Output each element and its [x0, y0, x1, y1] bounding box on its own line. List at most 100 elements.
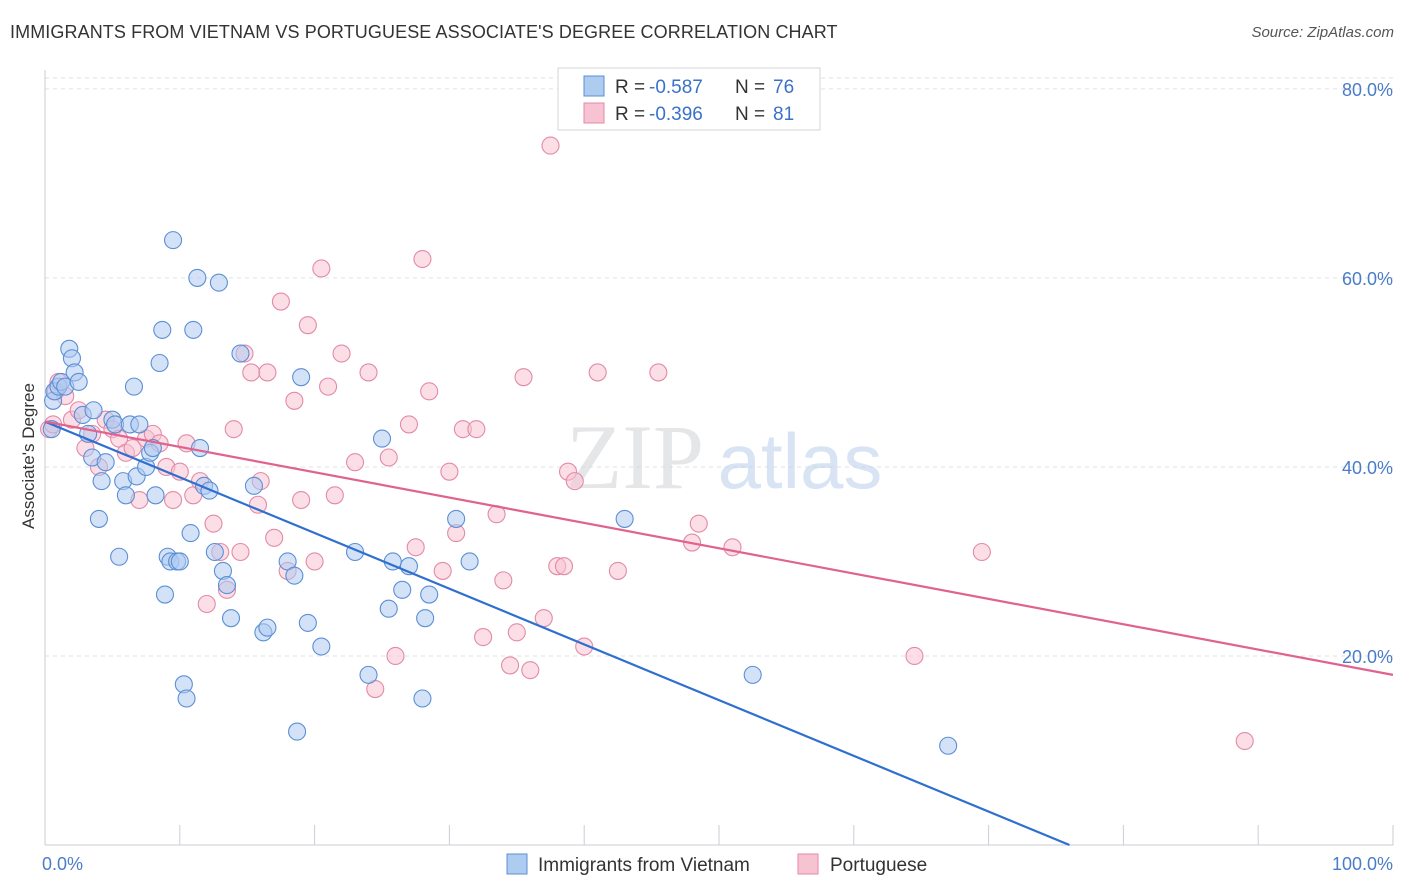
- portuguese-point-36: [265, 528, 284, 547]
- vietnam-point-72: [460, 552, 479, 571]
- vietnam-trendline: [44, 420, 1070, 847]
- portuguese-point-52: [399, 415, 419, 434]
- portuguese-point-73: [565, 472, 584, 491]
- vietnam-point-9: [69, 372, 88, 391]
- bottom-legend-swatch-vietnam: [506, 853, 528, 875]
- portuguese-point-57: [440, 462, 459, 481]
- vietnam-point-60: [312, 637, 331, 656]
- vietnam-point-40: [181, 524, 200, 543]
- portuguese-point-64: [501, 656, 520, 675]
- vietnam-point-39: [177, 689, 196, 708]
- legend-n-label-vietnam: N =: [735, 77, 765, 98]
- legend-r-value-portuguese: -0.396: [649, 104, 703, 125]
- vietnam-point-71: [447, 509, 466, 528]
- vietnam-point-68: [413, 689, 432, 708]
- portuguese-point-81: [905, 646, 924, 666]
- vietnam-point-43: [190, 438, 210, 458]
- series-vietnam: [42, 231, 958, 755]
- vietnam-point-32: [155, 585, 175, 604]
- portuguese-point-14: [123, 438, 142, 458]
- portuguese-point-30: [231, 542, 250, 562]
- vietnam-point-58: [292, 368, 311, 387]
- bottom-legend-label-portuguese: Portuguese: [830, 855, 927, 876]
- vietnam-point-66: [393, 580, 412, 599]
- vietnam-point-63: [372, 429, 392, 448]
- portuguese-point-75: [588, 363, 607, 382]
- vietnam-point-62: [359, 665, 378, 684]
- vietnam-point-19: [110, 547, 129, 566]
- y-tick-label-2: 60.0%: [1342, 269, 1393, 289]
- vietnam-point-42: [188, 268, 207, 287]
- portuguese-point-55: [420, 382, 439, 401]
- vietnam-point-74: [743, 665, 762, 684]
- vietnam-point-57: [288, 722, 307, 741]
- portuguese-point-44: [319, 377, 338, 396]
- vietnam-point-37: [170, 552, 189, 571]
- vietnam-point-73: [615, 509, 634, 528]
- portuguese-point-54: [413, 249, 432, 269]
- bottom-legend-label-vietnam: Immigrants from Vietnam: [538, 855, 750, 876]
- vietnam-point-29: [146, 486, 165, 505]
- source-credit: Source: ZipAtlas.com: [1251, 24, 1394, 41]
- portuguese-point-32: [242, 363, 261, 382]
- portuguese-point-29: [224, 420, 243, 439]
- x-tick-label-0: 0.0%: [42, 854, 83, 874]
- portuguese-point-66: [514, 368, 533, 387]
- legend-n-label-portuguese: N =: [735, 104, 765, 125]
- vietnam-point-64: [379, 599, 398, 618]
- vietnam-point-30: [150, 353, 169, 373]
- watermark-atlas: atlas: [718, 417, 883, 505]
- portuguese-point-46: [332, 344, 351, 363]
- portuguese-point-26: [204, 514, 223, 533]
- portuguese-point-71: [554, 557, 574, 576]
- vietnam-point-15: [92, 472, 111, 491]
- vietnam-point-50: [221, 609, 241, 628]
- portuguese-point-53: [406, 538, 425, 557]
- legend-r-label-portuguese: R =: [615, 104, 645, 125]
- y-tick-label-0: 20.0%: [1342, 647, 1393, 667]
- portuguese-point-39: [285, 391, 304, 410]
- vietnam-point-31: [153, 320, 172, 339]
- vietnam-point-35: [164, 231, 183, 250]
- axes: [44, 70, 1394, 846]
- legend-n-value-vietnam: 76: [773, 77, 794, 98]
- portuguese-point-48: [359, 363, 378, 382]
- bottom-legend: Immigrants from Vietnam Portuguese: [506, 853, 927, 876]
- legend: R = -0.587 N = 76 R = -0.396 N = 81: [557, 67, 821, 131]
- portuguese-point-79: [689, 514, 708, 533]
- portuguese-point-42: [305, 552, 324, 571]
- legend-swatch-vietnam: [583, 75, 605, 97]
- legend-swatch-portuguese: [583, 102, 605, 124]
- portuguese-point-77: [649, 363, 668, 382]
- watermark-zip: ZIP: [566, 406, 704, 508]
- portuguese-point-67: [521, 661, 540, 680]
- y-axis-label: Associate's Degree: [19, 383, 38, 529]
- vietnam-point-47: [209, 273, 228, 292]
- vietnam-point-23: [124, 377, 144, 396]
- chart-title: IMMIGRANTS FROM VIETNAM VS PORTUGUESE AS…: [10, 22, 838, 42]
- portuguese-point-50: [379, 448, 398, 467]
- portuguese-point-45: [325, 486, 344, 505]
- portuguese-point-35: [258, 363, 277, 382]
- vietnam-point-0: [42, 420, 61, 439]
- vietnam-point-51: [231, 344, 250, 363]
- y-tick-label-1: 40.0%: [1342, 458, 1393, 478]
- vietnam-point-56: [285, 566, 304, 585]
- portuguese-point-80: [723, 538, 742, 557]
- portuguese-point-61: [474, 628, 493, 647]
- trendlines: [44, 420, 1394, 847]
- legend-n-value-portuguese: 81: [773, 104, 794, 125]
- legend-r-label-vietnam: R =: [615, 77, 645, 98]
- portuguese-point-41: [298, 316, 317, 335]
- portuguese-point-47: [345, 453, 365, 472]
- vietnam-point-52: [244, 476, 263, 495]
- vietnam-point-25: [130, 415, 149, 434]
- portuguese-point-82: [972, 542, 991, 562]
- vietnam-point-14: [89, 509, 108, 528]
- portuguese-point-20: [164, 490, 183, 510]
- portuguese-point-51: [386, 646, 405, 666]
- portuguese-point-83: [1235, 731, 1254, 751]
- vietnam-point-46: [205, 542, 224, 562]
- portuguese-point-69: [541, 136, 560, 155]
